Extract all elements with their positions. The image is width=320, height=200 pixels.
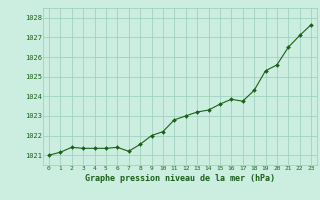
X-axis label: Graphe pression niveau de la mer (hPa): Graphe pression niveau de la mer (hPa) — [85, 174, 275, 183]
